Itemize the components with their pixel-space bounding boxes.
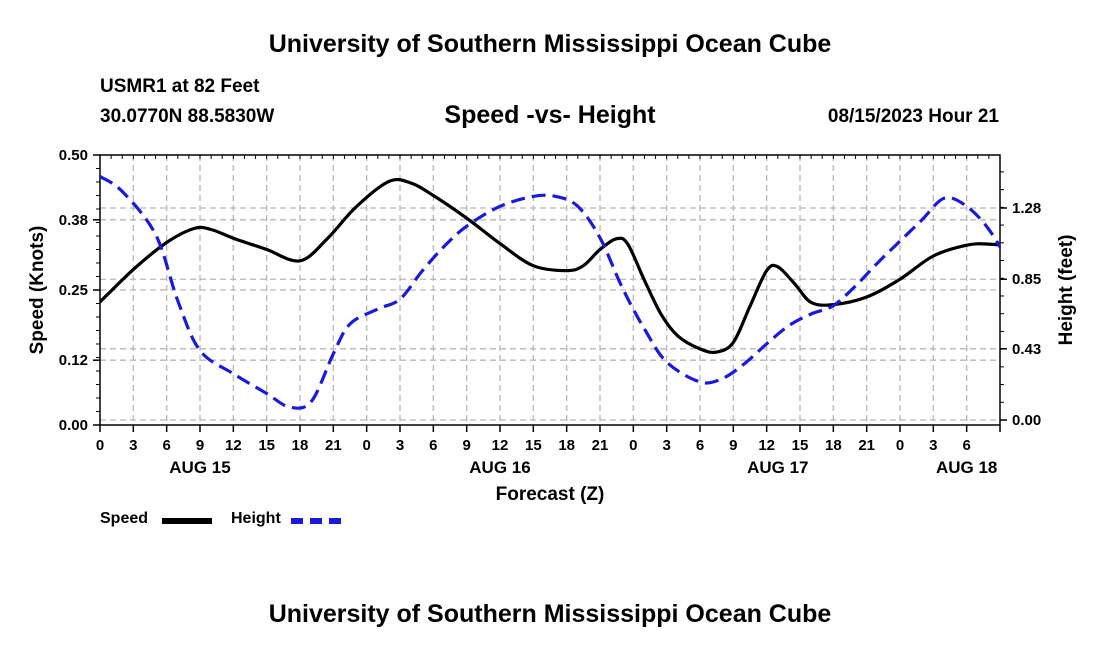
series-line-height	[100, 175, 1000, 410]
x-tick-label: 3	[929, 437, 937, 454]
x-tick-label: 0	[896, 437, 904, 454]
x-tick-label: 21	[858, 437, 875, 454]
x-date-label: AUG 16	[469, 458, 530, 477]
x-tick-label: 6	[429, 437, 437, 454]
x-tick-label: 0	[96, 437, 104, 454]
y2-tick-label: 0.85	[1012, 271, 1041, 288]
station-name: USMR1 at 82 Feet	[100, 76, 260, 97]
x-tick-label: 9	[462, 437, 470, 454]
x-tick-label: 0	[362, 437, 370, 454]
footer-title: University of Southern Mississippi Ocean…	[268, 600, 832, 628]
speed-height-chart: 0 3 6 9 12 15 18 21 0 3 6 9 12 15 18 21 0 3 6 9 12 15 18 21 0 3 6 A…	[27, 147, 1077, 505]
x-date-label: AUG 17	[747, 458, 808, 477]
x-tick-label: 18	[558, 437, 575, 454]
y2-axis-label: Height (feet)	[1056, 235, 1077, 346]
page-title: University of Southern Mississippi Ocean…	[268, 30, 832, 58]
x-tick-label: 12	[492, 437, 509, 454]
legend-height-label: Height	[231, 510, 281, 527]
x-tick-label: 9	[729, 437, 737, 454]
x-tick-label: 12	[225, 437, 242, 454]
x-tick-label: 18	[292, 437, 309, 454]
y2-tick-label: 0.00	[1012, 412, 1041, 429]
x-tick-label: 9	[196, 437, 204, 454]
station-coordinates: 30.0770N 88.5830W	[100, 106, 275, 127]
x-tick-label: 15	[258, 437, 275, 454]
y-axis-label: Speed (Knots)	[27, 226, 48, 355]
y2-tick-label: 1.28	[1012, 200, 1041, 217]
x-tick-label: 6	[962, 437, 970, 454]
x-tick-label: 6	[162, 437, 170, 454]
series-line-speed	[100, 177, 1000, 355]
x-tick-label: 21	[592, 437, 609, 454]
x-tick-label: 3	[396, 437, 404, 454]
x-axis-label: Forecast (Z)	[496, 484, 605, 505]
x-tick-label: 3	[129, 437, 137, 454]
y-tick-label: 0.50	[59, 147, 88, 164]
y2-tick-label: 0.43	[1012, 341, 1041, 358]
legend-height-swatch	[291, 518, 341, 524]
y-tick-label: 0.25	[59, 282, 88, 299]
legend-speed-swatch	[162, 518, 212, 524]
x-tick-label: 0	[629, 437, 637, 454]
x-tick-label: 15	[525, 437, 542, 454]
legend-speed-label: Speed	[100, 510, 149, 527]
x-tick-label: 3	[662, 437, 670, 454]
y-tick-label: 0.38	[59, 212, 88, 229]
x-tick-label: 12	[758, 437, 775, 454]
x-tick-label: 21	[325, 437, 342, 454]
chart-subtitle: Speed -vs- Height	[444, 101, 656, 129]
x-date-label: AUG 18	[936, 458, 997, 477]
y-tick-label: 0.12	[59, 352, 88, 369]
x-date-label: AUG 15	[169, 458, 230, 477]
y-tick-label: 0.00	[59, 417, 88, 434]
x-tick-label: 6	[696, 437, 704, 454]
x-tick-label: 15	[792, 437, 809, 454]
chart-datetime: 08/15/2023 Hour 21	[827, 106, 999, 127]
x-tick-label: 18	[825, 437, 842, 454]
